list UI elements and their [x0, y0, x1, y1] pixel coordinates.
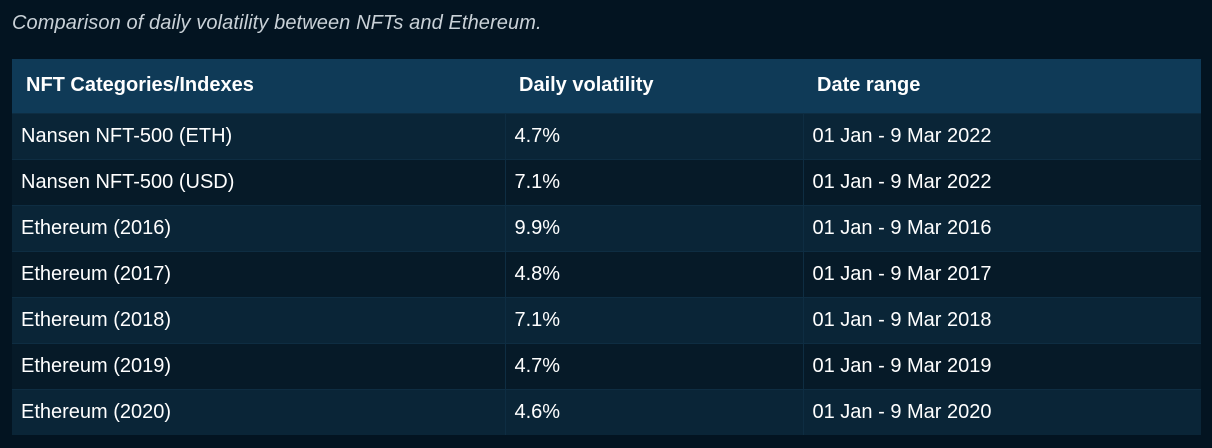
cell-category: Nansen NFT-500 (ETH) [12, 112, 506, 159]
cell-category: Ethereum (2016) [12, 204, 506, 251]
header-category: NFT Categories/Indexes [26, 74, 254, 97]
cell-volatility: 4.6% [505, 388, 804, 435]
volatility-table: NFT Categories/Indexes Daily volatility … [12, 59, 1201, 435]
table-row: Ethereum (2018) 7.1% 01 Jan - 9 Mar 2018 [12, 296, 1201, 343]
header-row: NFT Categories/Indexes Daily volatility … [12, 59, 1201, 113]
table-row: Ethereum (2019) 4.7% 01 Jan - 9 Mar 2019 [12, 342, 1201, 389]
cell-category: Nansen NFT-500 (USD) [12, 158, 506, 205]
cell-date-range: 01 Jan - 9 Mar 2017 [803, 250, 1201, 297]
cell-date-range: 01 Jan - 9 Mar 2020 [803, 388, 1201, 435]
cell-date-range: 01 Jan - 9 Mar 2022 [803, 112, 1201, 159]
cell-date-range: 01 Jan - 9 Mar 2016 [803, 204, 1201, 251]
cell-category: Ethereum (2017) [12, 250, 506, 297]
header-daily-volatility: Daily volatility [519, 74, 654, 97]
cell-volatility: 7.1% [505, 296, 804, 343]
cell-category: Ethereum (2018) [12, 296, 506, 343]
table-body: Nansen NFT-500 (ETH) 4.7% 01 Jan - 9 Mar… [12, 112, 1201, 435]
table-header: NFT Categories/Indexes Daily volatility … [12, 59, 1201, 113]
cell-category: Ethereum (2020) [12, 388, 506, 435]
table-caption: Comparison of daily volatility between N… [12, 12, 542, 34]
cell-volatility: 7.1% [505, 158, 804, 205]
table-row: Ethereum (2016) 9.9% 01 Jan - 9 Mar 2016 [12, 204, 1201, 251]
cell-volatility: 4.8% [505, 250, 804, 297]
cell-date-range: 01 Jan - 9 Mar 2019 [803, 342, 1201, 389]
cell-date-range: 01 Jan - 9 Mar 2022 [803, 158, 1201, 205]
cell-volatility: 4.7% [505, 342, 804, 389]
cell-date-range: 01 Jan - 9 Mar 2018 [803, 296, 1201, 343]
table-row: Ethereum (2017) 4.8% 01 Jan - 9 Mar 2017 [12, 250, 1201, 297]
cell-volatility: 9.9% [505, 204, 804, 251]
table-row: Nansen NFT-500 (ETH) 4.7% 01 Jan - 9 Mar… [12, 112, 1201, 159]
volatility-table-container: NFT Categories/Indexes Daily volatility … [12, 59, 1201, 435]
cell-volatility: 4.7% [505, 112, 804, 159]
cell-category: Ethereum (2019) [12, 342, 506, 389]
table-row: Nansen NFT-500 (USD) 7.1% 01 Jan - 9 Mar… [12, 158, 1201, 205]
table-row: Ethereum (2020) 4.6% 01 Jan - 9 Mar 2020 [12, 388, 1201, 435]
header-date-range: Date range [817, 74, 921, 97]
